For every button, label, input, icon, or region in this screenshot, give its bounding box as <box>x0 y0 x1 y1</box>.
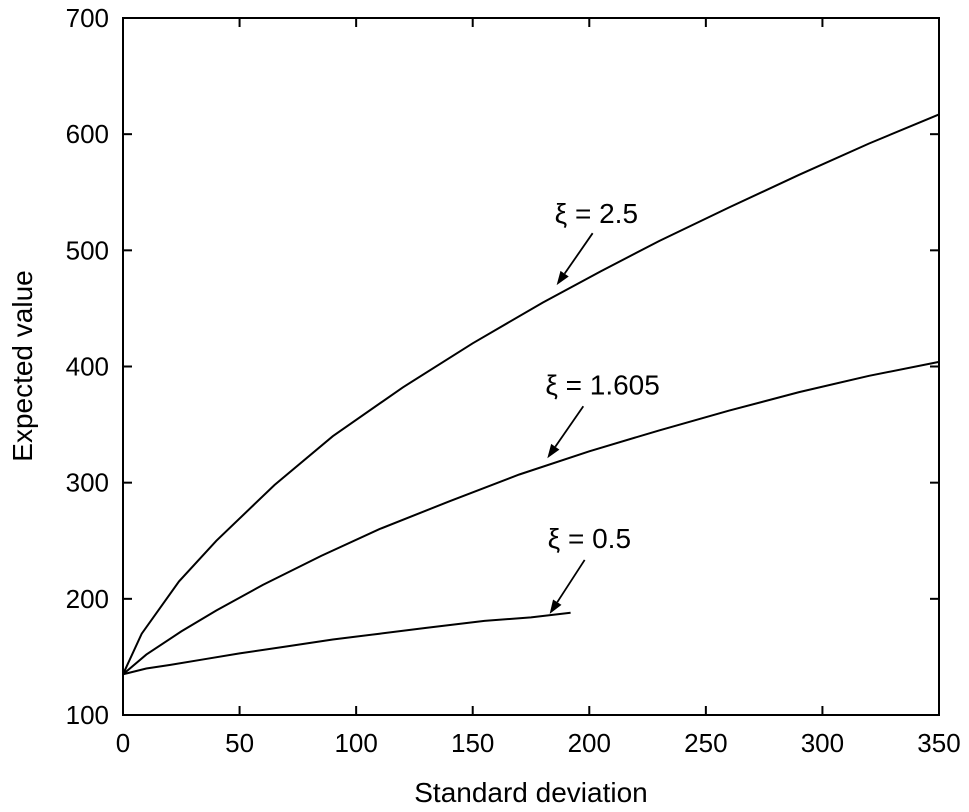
series-line-3 <box>122 611 571 676</box>
x-tick-label: 350 <box>917 728 960 758</box>
x-axis-label: Standard deviation <box>414 777 648 808</box>
y-tick-label: 400 <box>66 352 109 382</box>
y-tick-label: 200 <box>66 584 109 614</box>
annotation-label: ξ = 0.5 <box>548 523 631 554</box>
annotation-label: ξ = 2.5 <box>555 198 638 229</box>
x-tick-label: 300 <box>801 728 844 758</box>
annotation-group: ξ = 2.5 ξ = 1.605 ξ = 0.5 <box>545 198 660 614</box>
x-tick-label: 150 <box>451 728 494 758</box>
x-tick-label: 0 <box>116 728 130 758</box>
x-tick-label: 100 <box>334 728 377 758</box>
x-tick-label: 50 <box>225 728 254 758</box>
series-line-2 <box>122 360 940 676</box>
y-tick-label: 500 <box>66 235 109 265</box>
annotation-label: ξ = 1.605 <box>545 369 660 400</box>
x-tick-label: 250 <box>684 728 727 758</box>
plot-frame <box>122 17 940 716</box>
y-tick-label: 300 <box>66 468 109 498</box>
y-axis-label: Expected value <box>7 270 38 461</box>
axis-ticks: 0 50 100 150 200 250 300 350 100 200 300 400 500 600 7… <box>66 3 961 758</box>
annotation-arrow-head <box>549 599 562 614</box>
annotation-arrow-shaft <box>563 232 594 275</box>
series-group <box>122 113 940 676</box>
annotation-arrow-head <box>556 270 569 286</box>
x-tick-label: 200 <box>568 728 611 758</box>
annotation-arrow-head <box>547 443 560 459</box>
annotation-arrow-shaft <box>556 559 586 603</box>
series-line-1 <box>122 113 940 675</box>
y-tick-label: 100 <box>66 700 109 730</box>
annotation-arrow-shaft <box>554 405 585 448</box>
y-tick-label: 600 <box>66 119 109 149</box>
y-tick-label: 700 <box>66 3 109 33</box>
